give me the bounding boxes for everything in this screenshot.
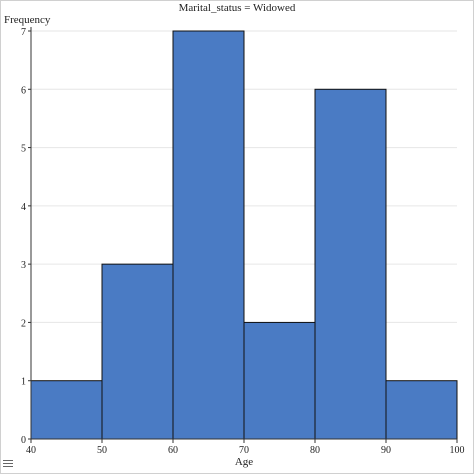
x-tick-label: 90	[381, 445, 391, 456]
y-tick-label: 3	[21, 260, 26, 271]
hamburger-menu-icon[interactable]	[3, 460, 13, 468]
y-axis-label: Frequency	[4, 14, 51, 26]
histogram-bar	[172, 30, 245, 440]
histogram-bar	[101, 263, 174, 440]
x-tick-label: 40	[26, 445, 36, 456]
histogram-bar	[314, 88, 387, 440]
bars-group	[30, 30, 458, 440]
histogram-bar	[30, 380, 103, 440]
x-axis-label: Age	[235, 456, 253, 468]
chart-title: Marital_status = Widowed	[179, 2, 296, 14]
y-tick-label: 4	[21, 202, 26, 213]
x-tick-label: 80	[310, 445, 320, 456]
x-tick-label: 70	[239, 445, 249, 456]
y-tick-label: 6	[21, 85, 26, 96]
y-tick-label: 0	[21, 435, 26, 446]
y-tick-label: 1	[21, 377, 26, 388]
y-tick-label: 5	[21, 144, 26, 155]
y-tick-labels: 0 1 2 3 4 5 6 7	[21, 27, 26, 446]
x-tick-labels: 40 50 60 70 80 90 100	[26, 445, 465, 456]
histogram-bar	[385, 380, 458, 440]
x-tick-label: 100	[450, 445, 465, 456]
y-tick-label: 2	[21, 318, 26, 329]
x-tick-label: 50	[97, 445, 107, 456]
histogram-bar	[243, 321, 316, 440]
axes-group	[28, 27, 458, 443]
x-tick-label: 60	[168, 445, 178, 456]
y-tick-label: 7	[21, 27, 26, 38]
